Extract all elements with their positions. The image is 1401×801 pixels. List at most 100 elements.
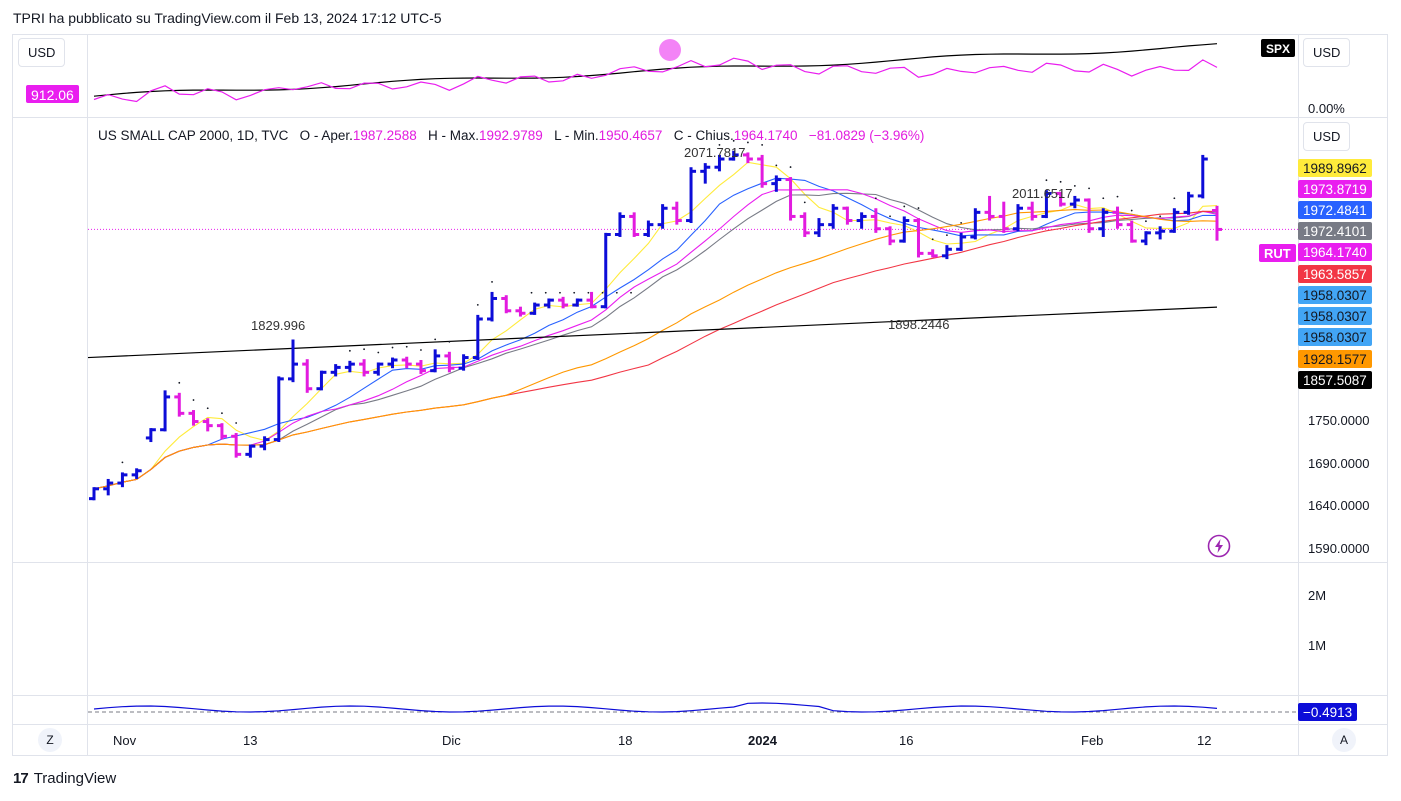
pivot-dot	[391, 346, 394, 349]
pivot-dot	[718, 144, 721, 146]
price-label-sma-orange: 1928.1577	[1298, 350, 1372, 368]
currency-button-left[interactable]: USD	[18, 38, 66, 67]
ohlc-bar	[458, 354, 469, 371]
ohlc-bar	[813, 218, 824, 237]
ohlc-bar	[728, 150, 739, 161]
pivot-dot	[1059, 180, 1062, 183]
ohlc-bar	[956, 232, 967, 251]
pivot-dot	[448, 340, 451, 343]
ohlc-bar	[1098, 208, 1109, 237]
ohlc-bar	[927, 249, 938, 258]
currency-button-main[interactable]: USD	[1303, 122, 1351, 151]
pivot-dot	[946, 234, 948, 237]
top-pane-value-tag: 912.06	[26, 85, 79, 103]
sma-magenta-line	[93, 189, 1218, 490]
ohlc-bar	[401, 356, 412, 369]
ohlc-bar	[757, 154, 768, 188]
auto-scale-button[interactable]: A	[1332, 728, 1356, 752]
ohlc-bar	[686, 167, 697, 224]
ohlc-bar	[1183, 191, 1194, 215]
ohlc-bar	[899, 216, 910, 243]
price-label-light-blue-3: 1958.0307	[1298, 328, 1372, 346]
rut-symbol-tag: RUT	[1259, 244, 1296, 262]
price-label-sma-black: 1857.5087	[1298, 371, 1372, 389]
ohlc-bar	[1169, 208, 1180, 233]
pivot-dot	[573, 291, 576, 294]
ohlc-bar	[614, 212, 625, 237]
price-label-sma-yellow: 1989.8962	[1298, 159, 1372, 177]
ohlc-bar	[1155, 226, 1166, 240]
volume-tick: 1M	[1308, 638, 1327, 653]
ohlc-bar	[572, 298, 583, 307]
pivot-dot	[405, 345, 408, 348]
ohlc-bar	[359, 359, 370, 377]
top-pane-pct-label: 0.00%	[1308, 101, 1345, 116]
pivot-dot	[206, 407, 209, 410]
axis-tick: 1590.0000	[1308, 541, 1370, 556]
currency-button-top[interactable]: USD	[1303, 38, 1351, 67]
lightning-icon[interactable]	[1207, 534, 1231, 558]
ohlc-bar	[245, 444, 256, 458]
ohlc-bar	[487, 291, 498, 322]
ohlc-bar	[1112, 206, 1123, 229]
ohlc-bar	[316, 370, 327, 391]
oscillator-value-tag: −0.4913	[1298, 703, 1358, 721]
pivot-dot	[1088, 187, 1090, 190]
annotation-high2: 2011.6517	[1012, 186, 1073, 201]
pivot-dot	[630, 291, 632, 294]
zoom-button[interactable]: Z	[38, 728, 62, 752]
legend-open-label: O - Aper.	[299, 128, 353, 143]
ohlc-bar	[373, 362, 384, 376]
footer-brand[interactable]: TradingView	[33, 770, 117, 787]
ohlc-bar	[657, 204, 668, 229]
pivot-dot	[377, 351, 380, 354]
ohlc-bar	[913, 218, 924, 258]
ohlc-bar	[1126, 220, 1137, 243]
ohlc-bar	[1055, 191, 1066, 207]
ohlc-bar	[600, 232, 611, 309]
ohlc-bar	[629, 212, 640, 237]
ohlc-bar	[1084, 198, 1095, 233]
ohlc-bar	[828, 204, 839, 229]
pivot-dot	[434, 338, 437, 341]
ohlc-bar	[714, 154, 725, 172]
pivot-dot	[874, 197, 877, 200]
ohlc-bar	[529, 302, 540, 315]
pivot-dot	[775, 164, 778, 167]
pivot-dot	[363, 348, 365, 351]
ohlc-bar	[799, 212, 810, 237]
pivot-dot	[1145, 220, 1147, 223]
spx-compare-line	[93, 43, 1218, 97]
annotation-peak: 2071.7817	[684, 145, 746, 160]
ohlc-bar	[160, 390, 171, 432]
time-label: 13	[243, 733, 258, 748]
time-label: Feb	[1081, 733, 1104, 748]
pivot-dot	[420, 349, 422, 351]
pivot-dot	[1045, 179, 1048, 182]
ohlc-bar	[188, 410, 199, 426]
pivot-dot	[559, 291, 561, 294]
legend-symbol: US SMALL CAP 2000, 1D, TVC	[98, 128, 289, 143]
sma-gray-line	[93, 192, 1218, 490]
ohlc-bar	[586, 291, 597, 309]
left-axis-divider	[87, 34, 88, 756]
ohlc-bar	[89, 487, 99, 501]
pivot-dot	[761, 144, 764, 146]
ohlc-bar	[1140, 231, 1151, 246]
sma-black-line	[87, 306, 1218, 359]
ohlc-bar	[1041, 190, 1052, 219]
legend-close-label: C - Chius.	[673, 128, 734, 143]
ohlc-bar	[145, 428, 156, 443]
pivot-dot	[348, 349, 351, 352]
ohlc-bar	[856, 212, 867, 229]
axis-tick: 1750.0000	[1308, 413, 1370, 428]
price-label-light-blue-1: 1958.0307	[1298, 286, 1372, 304]
ohlc-bar	[344, 360, 355, 373]
volume-tick: 2M	[1308, 588, 1327, 603]
ohlc-bar	[259, 436, 270, 451]
legend-low: 1950.4657	[598, 128, 663, 143]
tradingview-logo-icon[interactable]: 17	[13, 770, 29, 787]
pivot-dot	[889, 215, 891, 218]
ohlc-bar	[984, 195, 995, 221]
